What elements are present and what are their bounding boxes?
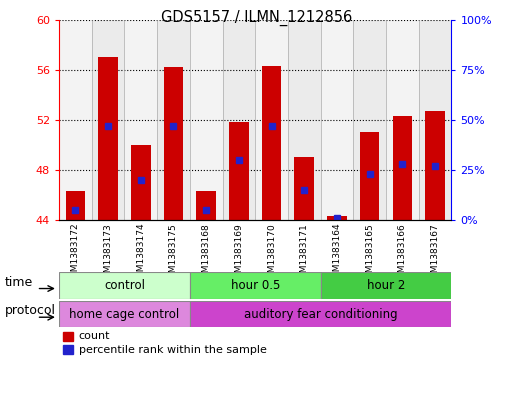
Bar bbox=[425, 111, 445, 220]
Bar bbox=[124, 20, 157, 220]
Bar bbox=[327, 216, 347, 220]
Bar bbox=[294, 158, 314, 220]
Text: count: count bbox=[78, 331, 110, 341]
Bar bbox=[157, 20, 190, 220]
Bar bbox=[59, 20, 92, 220]
Text: time: time bbox=[5, 275, 33, 288]
Text: home cage control: home cage control bbox=[69, 307, 180, 321]
Bar bbox=[131, 145, 150, 220]
Text: auditory fear conditioning: auditory fear conditioning bbox=[244, 307, 398, 321]
Text: hour 2: hour 2 bbox=[367, 279, 405, 292]
Bar bbox=[196, 191, 216, 220]
Bar bbox=[164, 67, 183, 220]
Bar bbox=[66, 191, 85, 220]
Bar bbox=[59, 272, 190, 299]
Bar bbox=[229, 122, 249, 220]
Text: GDS5157 / ILMN_1212856: GDS5157 / ILMN_1212856 bbox=[161, 10, 352, 26]
Bar bbox=[63, 345, 73, 354]
Bar bbox=[98, 57, 118, 220]
Bar bbox=[419, 20, 451, 220]
Bar bbox=[59, 301, 190, 327]
Bar bbox=[288, 20, 321, 220]
Bar bbox=[92, 20, 124, 220]
Bar bbox=[255, 20, 288, 220]
Text: hour 0.5: hour 0.5 bbox=[230, 279, 280, 292]
Bar bbox=[321, 272, 451, 299]
Bar bbox=[360, 132, 380, 220]
Bar bbox=[223, 20, 255, 220]
Bar bbox=[353, 20, 386, 220]
Bar bbox=[190, 20, 223, 220]
Bar bbox=[63, 332, 73, 341]
Text: control: control bbox=[104, 279, 145, 292]
Text: protocol: protocol bbox=[5, 304, 56, 317]
Bar bbox=[190, 301, 451, 327]
Bar bbox=[321, 20, 353, 220]
Bar bbox=[392, 116, 412, 220]
Bar bbox=[386, 20, 419, 220]
Text: percentile rank within the sample: percentile rank within the sample bbox=[78, 345, 266, 354]
Bar bbox=[262, 66, 281, 220]
Bar bbox=[190, 272, 321, 299]
